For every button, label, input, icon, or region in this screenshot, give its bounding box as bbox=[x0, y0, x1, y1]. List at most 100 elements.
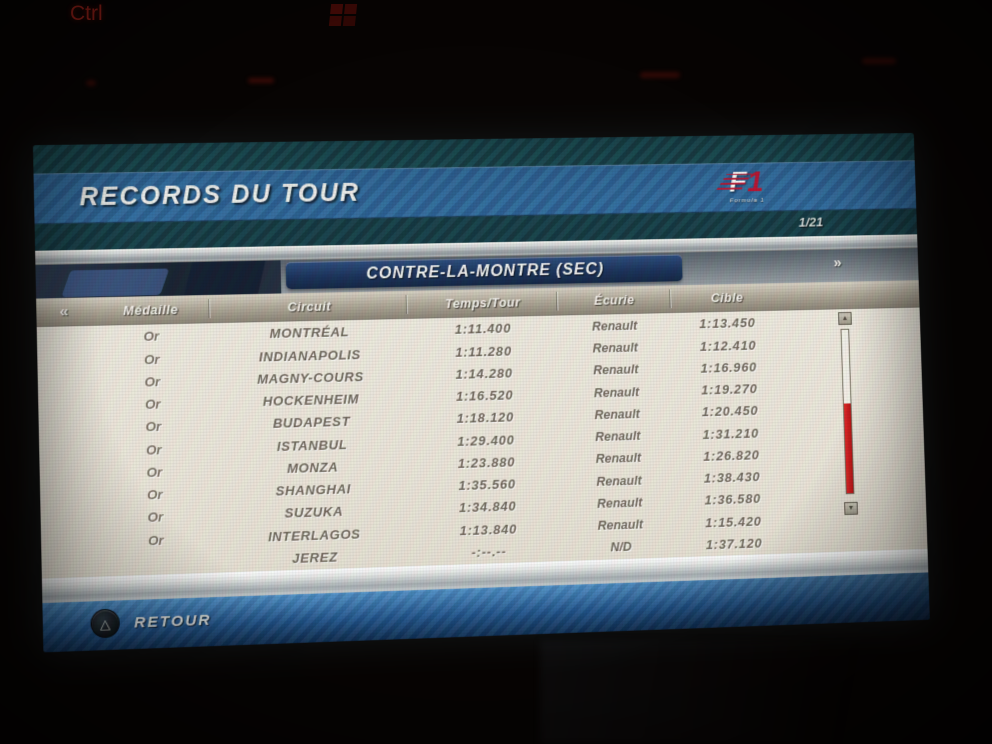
lap-time-cell: 1:35.560 bbox=[412, 475, 563, 495]
scroll-up-button[interactable]: ▲ bbox=[838, 312, 852, 325]
team-cell: Renault bbox=[560, 406, 674, 423]
back-button[interactable]: △ RETOUR bbox=[90, 605, 211, 638]
target-time-cell: 1:31.210 bbox=[674, 424, 787, 442]
header-medal: Médaille bbox=[91, 302, 210, 319]
scroll-down-button[interactable]: ▼ bbox=[844, 502, 858, 515]
keyboard-glow bbox=[640, 72, 680, 78]
row-spacer bbox=[38, 406, 93, 407]
page-indicator: 1/21 bbox=[798, 215, 823, 230]
row-spacer bbox=[37, 338, 92, 339]
lap-time-cell: -:--.-- bbox=[413, 542, 564, 562]
circuit-cell: SHANGHAI bbox=[214, 479, 412, 500]
game-screen: RECORDS DU TOUR F 1 Formula 1 1/21 CONTR… bbox=[33, 133, 930, 652]
mode-banner: CONTRE-LA-MONTRE (SEC) bbox=[285, 254, 683, 289]
row-spacer bbox=[41, 519, 96, 521]
f1-logo-one: 1 bbox=[747, 169, 764, 195]
medal-cell: Or bbox=[93, 373, 212, 391]
medal-cell: Or bbox=[95, 463, 214, 482]
team-cell: Renault bbox=[558, 318, 672, 334]
row-spacer bbox=[40, 474, 95, 476]
lap-time-cell: 1:16.520 bbox=[409, 386, 560, 405]
keyboard-glow bbox=[248, 78, 274, 83]
next-page-chevron-icon[interactable]: » bbox=[833, 254, 842, 271]
circuit-cell: MONZA bbox=[213, 457, 411, 478]
scroll-down-icon: ▼ bbox=[848, 505, 855, 512]
target-time-cell: 1:20.450 bbox=[674, 402, 787, 420]
row-spacer bbox=[790, 537, 927, 542]
circuit-cell: MONTRÉAL bbox=[210, 323, 408, 343]
team-cell: Renault bbox=[559, 384, 673, 401]
circuit-cell: HOCKENHEIM bbox=[212, 390, 410, 410]
medal-cell: Or bbox=[96, 508, 215, 527]
header-target: Cible bbox=[670, 287, 783, 308]
medal-cell: Or bbox=[94, 418, 213, 436]
scroll-up-icon: ▲ bbox=[842, 315, 849, 322]
row-spacer bbox=[42, 565, 97, 567]
medal-cell bbox=[97, 561, 216, 565]
row-spacer bbox=[40, 496, 95, 498]
target-time-cell: 1:26.820 bbox=[675, 446, 788, 464]
lap-time-cell: 1:23.880 bbox=[411, 453, 562, 472]
header-spacer bbox=[783, 293, 919, 296]
scroll-track[interactable] bbox=[840, 329, 854, 494]
team-cell: Renault bbox=[562, 472, 676, 489]
page-title: RECORDS DU TOUR bbox=[79, 179, 360, 213]
table-body: Or MONTRÉAL 1:11.400 Renault 1:13.450 Or… bbox=[37, 308, 928, 579]
windows-key-icon bbox=[329, 4, 357, 26]
row-spacer bbox=[790, 515, 927, 519]
target-time-cell: 1:37.120 bbox=[677, 534, 790, 553]
header-time: Temps/Tour bbox=[407, 292, 558, 314]
circuit-cell: SUZUKA bbox=[214, 502, 412, 523]
row-spacer bbox=[38, 383, 93, 384]
header-team: Écurie bbox=[557, 289, 671, 310]
team-cell: Renault bbox=[561, 450, 675, 467]
lap-time-cell: 1:14.280 bbox=[409, 364, 560, 383]
triangle-button-icon: △ bbox=[90, 609, 120, 639]
medal-cell: Or bbox=[94, 440, 213, 459]
medal-cell: Or bbox=[96, 530, 215, 549]
photo-of-handheld-screen: Ctrl RECORDS DU TOUR F 1 Formula 1 1/21 bbox=[0, 0, 992, 744]
mode-banner-label: CONTRE-LA-MONTRE (SEC) bbox=[366, 261, 604, 284]
team-cell: Renault bbox=[559, 362, 673, 379]
triangle-glyph: △ bbox=[100, 617, 111, 631]
scene-shape bbox=[185, 261, 266, 296]
keyboard-glow bbox=[862, 58, 896, 64]
lap-time-cell: 1:29.400 bbox=[410, 431, 561, 450]
target-time-cell: 1:38.430 bbox=[676, 468, 789, 486]
lap-time-cell: 1:18.120 bbox=[410, 408, 561, 427]
target-time-cell: 1:16.960 bbox=[672, 359, 785, 377]
lap-time-cell: 1:11.400 bbox=[407, 320, 558, 338]
team-cell: Renault bbox=[561, 428, 675, 445]
row-spacer bbox=[37, 360, 92, 361]
target-time-cell: 1:13.450 bbox=[671, 315, 784, 332]
f1-logo: F 1 Formula 1 bbox=[729, 169, 806, 208]
circuit-cell: INTERLAGOS bbox=[215, 524, 413, 545]
team-cell: Renault bbox=[563, 516, 677, 534]
scene-shape bbox=[61, 268, 169, 297]
header-circuit: Circuit bbox=[209, 295, 407, 318]
background-scene-thumbnail bbox=[35, 260, 281, 298]
scroll-thumb[interactable] bbox=[844, 403, 854, 493]
team-cell: N/D bbox=[564, 538, 678, 556]
lap-time-cell: 1:11.280 bbox=[408, 342, 559, 361]
lap-time-cell: 1:34.840 bbox=[412, 497, 563, 517]
table-area: Or MONTRÉAL 1:11.400 Renault 1:13.450 Or… bbox=[37, 308, 928, 579]
prev-page-chevron-icon[interactable]: « bbox=[36, 302, 91, 320]
row-spacer bbox=[39, 451, 94, 453]
medal-cell: Or bbox=[95, 485, 214, 504]
medal-cell: Or bbox=[92, 328, 211, 346]
keyboard-glow bbox=[86, 80, 96, 86]
circuit-cell: MAGNY-COURS bbox=[211, 368, 409, 388]
row-spacer bbox=[41, 542, 96, 544]
team-cell: Renault bbox=[563, 494, 677, 511]
team-cell: Renault bbox=[558, 340, 672, 357]
target-time-cell: 1:19.270 bbox=[673, 380, 786, 398]
medal-cell: Or bbox=[93, 395, 212, 413]
target-time-cell: 1:36.580 bbox=[676, 490, 789, 508]
circuit-cell: BUDAPEST bbox=[212, 412, 410, 432]
row-spacer bbox=[39, 428, 94, 429]
screen-reflection bbox=[540, 640, 992, 744]
lap-time-cell: 1:13.840 bbox=[413, 519, 564, 539]
circuit-cell: ISTANBUL bbox=[213, 435, 411, 456]
f1-logo-caption: Formula 1 bbox=[730, 197, 806, 204]
